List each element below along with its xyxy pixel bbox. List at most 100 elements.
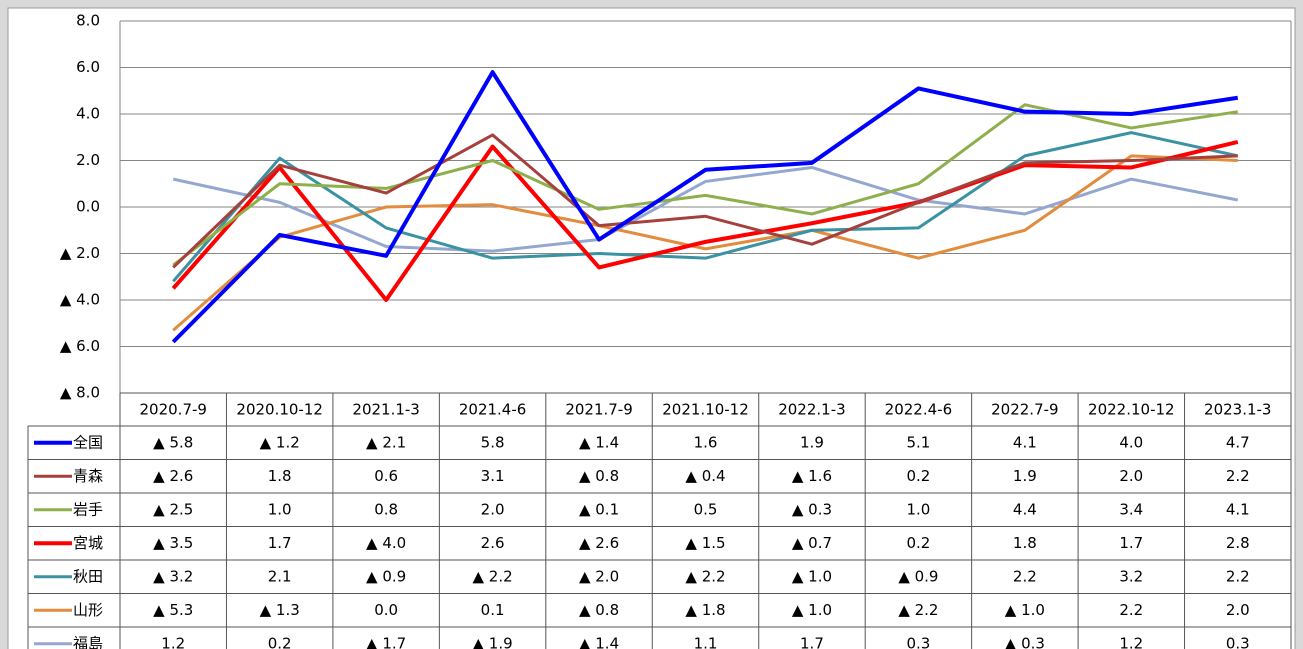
table-value: 1.7 xyxy=(800,634,824,649)
table-value: ▲ 1.7 xyxy=(366,634,406,649)
table-value: 3.4 xyxy=(1119,500,1143,518)
table-value: 1.9 xyxy=(1013,467,1037,485)
table-value: 0.2 xyxy=(268,634,292,649)
table-value: 0.5 xyxy=(694,500,718,518)
table-value: ▲ 2.1 xyxy=(366,433,406,451)
table-value: 1.1 xyxy=(694,634,718,649)
table-value: 2.6 xyxy=(481,534,505,552)
table-value: 2.0 xyxy=(1226,601,1250,619)
table-value: 1.6 xyxy=(694,433,718,451)
series-line xyxy=(172,165,1239,253)
series-line xyxy=(171,70,1239,344)
table-value: 0.3 xyxy=(906,634,930,649)
y-tick-label: 2.0 xyxy=(76,151,100,169)
table-value: 4.0 xyxy=(1119,433,1143,451)
table-value: 1.0 xyxy=(906,500,930,518)
y-tick-label: 4.0 xyxy=(76,105,100,123)
table-value: ▲ 2.2 xyxy=(685,567,725,585)
x-tick-label: 2020.7-9 xyxy=(140,401,207,419)
table-value: 4.1 xyxy=(1013,433,1037,451)
table-value: 0.6 xyxy=(374,467,398,485)
x-tick-label: 2021.10-12 xyxy=(662,401,749,419)
table-value: 2.0 xyxy=(481,500,505,518)
table-value: ▲ 2.2 xyxy=(898,601,938,619)
table-value: 0.0 xyxy=(374,601,398,619)
table-value: 0.1 xyxy=(481,601,505,619)
x-tick-label: 2020.10-12 xyxy=(236,401,323,419)
table-value: ▲ 1.6 xyxy=(792,467,832,485)
table-value: ▲ 1.8 xyxy=(685,601,725,619)
legend-label: 岩手 xyxy=(73,500,103,518)
table-value: ▲ 0.9 xyxy=(898,567,938,585)
legend-label: 福島 xyxy=(73,634,103,649)
table-value: ▲ 0.8 xyxy=(579,601,619,619)
table-value: 0.8 xyxy=(374,500,398,518)
table-value: ▲ 0.3 xyxy=(792,500,832,518)
table-value: ▲ 0.8 xyxy=(579,467,619,485)
table-value: ▲ 1.4 xyxy=(579,634,619,649)
y-tick-label: 6.0 xyxy=(76,58,100,76)
series-line xyxy=(172,133,1238,269)
x-tick-label: 2022.7-9 xyxy=(991,401,1058,419)
x-tick-label: 2022.1-3 xyxy=(778,401,845,419)
table-value: ▲ 1.4 xyxy=(579,433,619,451)
chart-area xyxy=(7,7,1296,649)
table-value: ▲ 3.5 xyxy=(153,534,193,552)
table-value: ▲ 5.8 xyxy=(153,433,193,451)
table-value: 2.1 xyxy=(268,567,292,585)
table-value: 4.4 xyxy=(1013,500,1037,518)
legend-label: 宮城 xyxy=(73,534,103,552)
table-value: ▲ 1.0 xyxy=(792,567,832,585)
table-value: 1.0 xyxy=(268,500,292,518)
table-value: ▲ 1.5 xyxy=(685,534,725,552)
table-value: ▲ 2.0 xyxy=(579,567,619,585)
series-line xyxy=(172,131,1239,283)
table-value: ▲ 4.0 xyxy=(366,534,406,552)
table-value: ▲ 1.9 xyxy=(473,634,513,649)
x-tick-label: 2022.10-12 xyxy=(1088,401,1175,419)
legend-label: 青森 xyxy=(73,467,103,485)
table-value: 2.2 xyxy=(1226,467,1250,485)
table-value: 4.1 xyxy=(1226,500,1250,518)
table-value: ▲ 0.4 xyxy=(685,467,725,485)
table-value: 5.8 xyxy=(481,433,505,451)
table-value: 0.2 xyxy=(906,534,930,552)
table-value: ▲ 0.3 xyxy=(1005,634,1045,649)
table-value: 1.8 xyxy=(268,467,292,485)
y-tick-label: ▲ 6.0 xyxy=(60,337,100,355)
table-value: 2.8 xyxy=(1226,534,1250,552)
table-value: 5.1 xyxy=(906,433,930,451)
table-value: 0.3 xyxy=(1226,634,1250,649)
table-value: ▲ 1.2 xyxy=(260,433,300,451)
table-value: 1.9 xyxy=(800,433,824,451)
table-value: ▲ 2.6 xyxy=(153,467,193,485)
table-value: ▲ 1.0 xyxy=(1005,601,1045,619)
legend-label: 秋田 xyxy=(73,567,103,585)
y-tick-label: ▲ 2.0 xyxy=(60,244,100,262)
y-tick-label: 0.0 xyxy=(76,198,100,216)
x-tick-label: 2023.1-3 xyxy=(1204,401,1271,419)
table-value: 2.2 xyxy=(1226,567,1250,585)
table-value: ▲ 0.7 xyxy=(792,534,832,552)
table-value: 0.2 xyxy=(906,467,930,485)
x-tick-label: 2022.4-6 xyxy=(885,401,952,419)
table-value: 1.2 xyxy=(1119,634,1143,649)
table-value: 3.2 xyxy=(1119,567,1143,585)
series-line xyxy=(172,154,1238,332)
legend-label: 山形 xyxy=(73,601,103,619)
x-tick-label: 2021.1-3 xyxy=(352,401,419,419)
table-value: ▲ 0.1 xyxy=(579,500,619,518)
table-value: 2.2 xyxy=(1013,567,1037,585)
table-value: ▲ 3.2 xyxy=(153,567,193,585)
x-tick-label: 2021.7-9 xyxy=(565,401,632,419)
legend-label: 全国 xyxy=(73,433,103,451)
table-value: ▲ 2.5 xyxy=(153,500,193,518)
table-value: ▲ 2.2 xyxy=(473,567,513,585)
table-value: ▲ 1.3 xyxy=(260,601,300,619)
table-value: 1.8 xyxy=(1013,534,1037,552)
table-value: 1.7 xyxy=(1119,534,1143,552)
table-value: 1.2 xyxy=(161,634,185,649)
x-tick-label: 2021.4-6 xyxy=(459,401,526,419)
